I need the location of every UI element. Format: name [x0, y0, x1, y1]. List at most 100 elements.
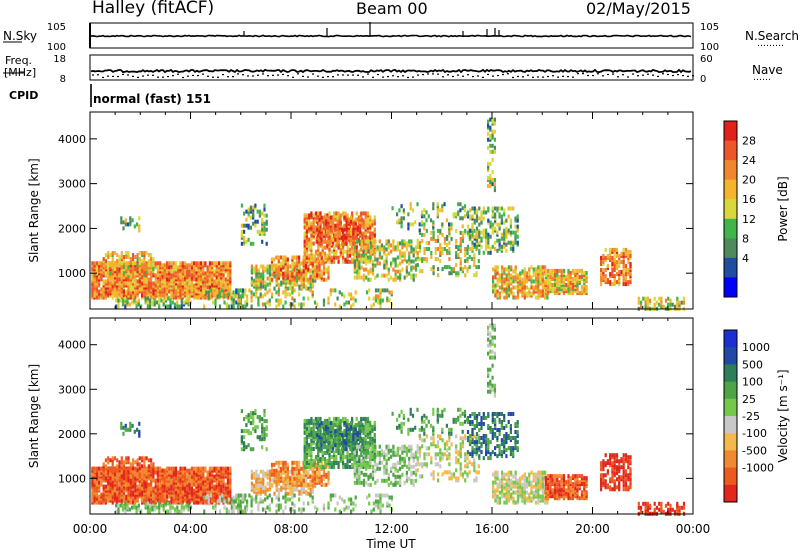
- power-cell: [680, 300, 683, 305]
- power-cell: [491, 129, 494, 134]
- power-cell: [505, 248, 508, 253]
- power-cell: [452, 269, 455, 274]
- power-cell: [98, 281, 101, 286]
- power-cell: [507, 293, 510, 298]
- power-cell: [627, 253, 630, 258]
- velocity-cell: [100, 492, 103, 497]
- power-cell: [143, 267, 146, 272]
- velocity-cell: [257, 483, 260, 488]
- power-cell: [102, 267, 105, 272]
- power-cell: [262, 272, 265, 277]
- power-cell: [469, 246, 472, 251]
- velocity-cell: [134, 460, 137, 465]
- power-cell: [459, 230, 462, 235]
- power-cell: [173, 302, 177, 307]
- power-cell: [351, 245, 354, 250]
- power-cell: [138, 257, 141, 262]
- power-cell: [111, 251, 114, 255]
- power-cell: [326, 231, 329, 236]
- power-cell: [609, 255, 612, 260]
- power-cell: [364, 219, 367, 224]
- power-cell: [430, 267, 433, 272]
- power-cell: [127, 251, 130, 255]
- power-cell: [316, 302, 319, 307]
- power-cell: [343, 233, 346, 238]
- power-cell: [346, 259, 349, 264]
- velocity-cell: [220, 466, 223, 471]
- power-cell: [268, 276, 272, 281]
- power-cell: [293, 304, 296, 309]
- power-cell: [176, 304, 179, 309]
- power-cell: [250, 280, 253, 285]
- power-cell: [445, 218, 448, 223]
- power-cell: [211, 291, 214, 296]
- power-cell: [521, 281, 524, 286]
- power-cell: [347, 300, 350, 305]
- power-cell: [396, 269, 399, 274]
- power-cell: [432, 265, 435, 270]
- power-cell: [388, 298, 391, 303]
- power-cell: [410, 239, 413, 244]
- power-cell: [252, 205, 255, 210]
- velocity-cell: [305, 481, 308, 486]
- power-cell: [421, 269, 424, 274]
- power-cell: [316, 235, 319, 240]
- power-cell: [284, 255, 287, 260]
- power-cell: [303, 235, 306, 240]
- power-cell: [514, 267, 517, 272]
- power-cell: [211, 287, 214, 292]
- power-cell: [356, 251, 359, 256]
- power-cell: [161, 287, 164, 292]
- velocity-heatmap: [91, 323, 686, 516]
- power-cell: [265, 219, 268, 224]
- power-cell: [369, 277, 372, 282]
- power-cell: [565, 275, 568, 279]
- power-cell: [423, 226, 426, 231]
- power-cell: [613, 253, 616, 258]
- velocity-cell: [222, 494, 225, 499]
- power-cell: [300, 277, 303, 282]
- power-cell: [505, 218, 508, 223]
- power-cell: [348, 259, 351, 264]
- velocity-cell: [244, 505, 247, 510]
- power-cell: [334, 237, 337, 242]
- velocity-cell: [136, 472, 139, 477]
- power-cell: [505, 273, 508, 278]
- power-cell: [162, 298, 165, 303]
- power-cell: [421, 238, 424, 243]
- power-cell: [199, 261, 202, 266]
- power-cell: [412, 273, 415, 278]
- power-cell: [226, 281, 230, 286]
- power-cell: [429, 218, 433, 223]
- power-cell: [390, 290, 393, 295]
- power-cell: [208, 267, 211, 272]
- power-cell: [441, 208, 444, 213]
- power-cell: [254, 219, 257, 224]
- power-cell: [501, 283, 504, 288]
- power-cell: [122, 293, 126, 298]
- power-cell: [305, 253, 308, 258]
- power-cell: [136, 279, 139, 284]
- velocity-cell: [150, 490, 153, 495]
- power-cell: [466, 251, 469, 255]
- velocity-cell: [208, 484, 211, 489]
- power-cell: [574, 273, 577, 277]
- power-cell: [351, 235, 354, 240]
- velocity-cell: [266, 475, 269, 480]
- power-cell: [195, 267, 198, 272]
- power-cell: [339, 253, 342, 258]
- power-cell: [343, 215, 346, 220]
- power-cell: [121, 298, 125, 303]
- power-cell: [562, 268, 566, 273]
- power-cell: [583, 273, 586, 277]
- power-cell: [405, 259, 408, 264]
- velocity-cell: [150, 466, 153, 471]
- power-cell: [207, 290, 210, 295]
- power-cell: [567, 279, 570, 283]
- power-cell: [539, 265, 542, 270]
- power-cell: [253, 266, 256, 271]
- power-cell: [249, 215, 252, 220]
- power-cell: [279, 267, 283, 272]
- power-cell: [439, 208, 442, 213]
- velocity-cell: [229, 494, 232, 499]
